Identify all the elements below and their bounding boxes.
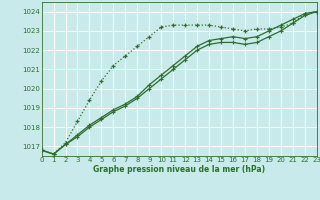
X-axis label: Graphe pression niveau de la mer (hPa): Graphe pression niveau de la mer (hPa) bbox=[93, 165, 265, 174]
